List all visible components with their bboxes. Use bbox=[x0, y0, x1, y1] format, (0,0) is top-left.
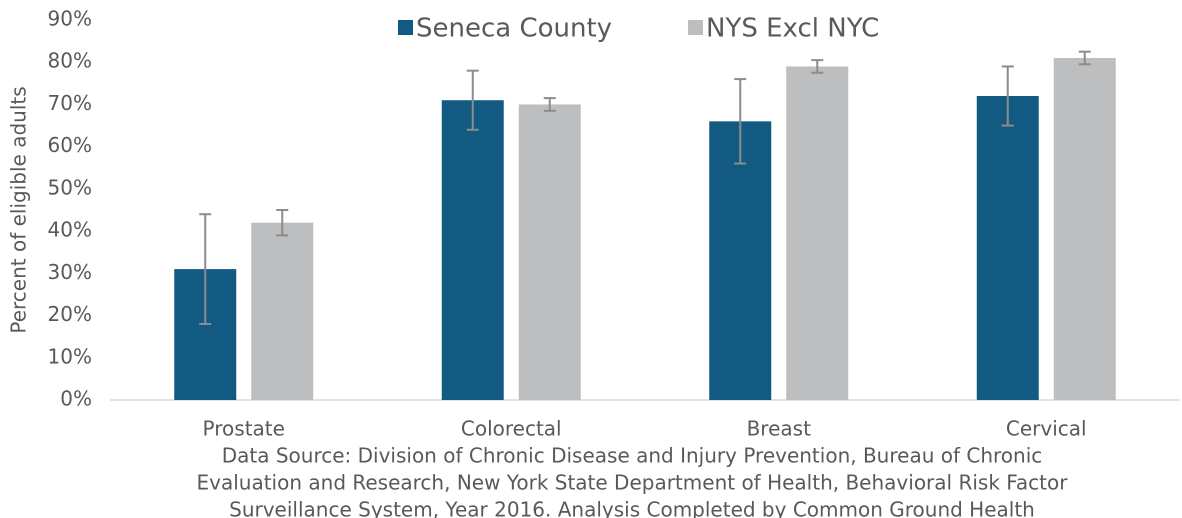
bar bbox=[786, 66, 849, 400]
y-tick-label: 10% bbox=[48, 344, 92, 368]
source-note: Evaluation and Research, New York State … bbox=[197, 471, 1069, 495]
x-tick-label: Breast bbox=[747, 417, 811, 441]
error-bar bbox=[811, 59, 824, 74]
legend-label: Seneca County bbox=[416, 14, 612, 44]
legend-swatch bbox=[688, 20, 703, 35]
bar bbox=[441, 100, 504, 400]
y-tick-label: 90% bbox=[48, 7, 92, 31]
y-tick-label: 60% bbox=[48, 133, 92, 157]
error-bar bbox=[734, 78, 747, 165]
source-note: Surveillance System, Year 2016. Analysis… bbox=[229, 498, 1035, 518]
y-tick-label: 30% bbox=[48, 260, 92, 284]
legend-swatch bbox=[398, 20, 413, 35]
y-tick-label: 80% bbox=[48, 49, 92, 73]
bar bbox=[976, 96, 1039, 400]
bar bbox=[518, 104, 581, 400]
x-tick-label: Colorectal bbox=[461, 417, 562, 441]
y-tick-label: 40% bbox=[48, 218, 92, 242]
x-tick-label: Prostate bbox=[203, 417, 285, 441]
bar bbox=[251, 222, 314, 400]
legend-label: NYS Excl NYC bbox=[706, 14, 879, 44]
bar bbox=[709, 121, 772, 400]
y-tick-label: 70% bbox=[48, 91, 92, 115]
error-bar bbox=[543, 97, 556, 112]
y-axis-title: Percent of eligible adults bbox=[7, 86, 31, 333]
y-tick-label: 0% bbox=[60, 387, 92, 411]
y-tick-label: 50% bbox=[48, 175, 92, 199]
bar bbox=[1053, 58, 1116, 400]
x-tick-label: Cervical bbox=[1006, 417, 1087, 441]
error-bar bbox=[199, 213, 212, 325]
error-bar bbox=[1001, 65, 1014, 127]
source-note: Data Source: Division of Chronic Disease… bbox=[222, 444, 1043, 468]
error-bar bbox=[1078, 50, 1091, 66]
error-bar bbox=[276, 209, 289, 237]
y-tick-label: 20% bbox=[48, 302, 92, 326]
error-bar bbox=[466, 69, 479, 131]
